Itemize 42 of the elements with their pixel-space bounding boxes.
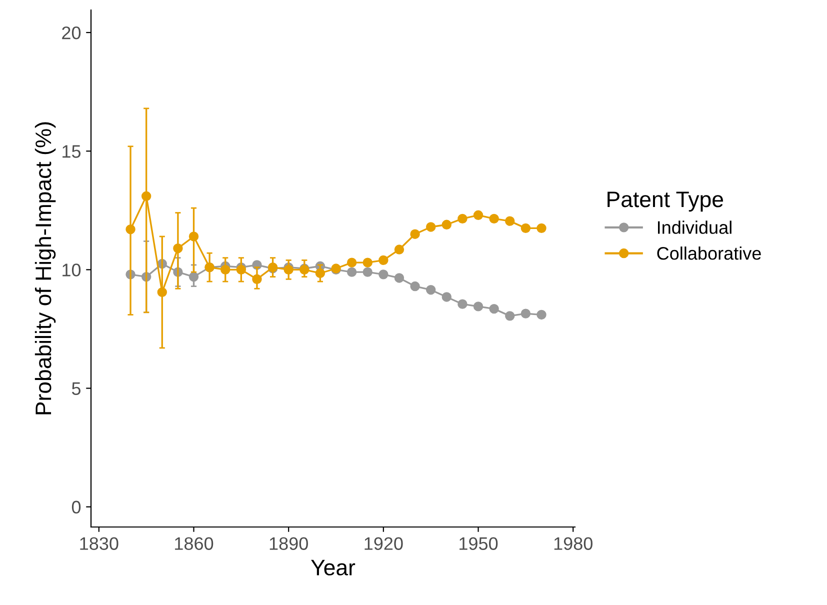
x-tick-label: 1890 bbox=[270, 537, 308, 550]
point bbox=[536, 310, 546, 320]
point bbox=[520, 308, 531, 318]
x-tick-label: 1950 bbox=[460, 537, 498, 550]
point bbox=[362, 267, 372, 277]
point bbox=[473, 210, 484, 220]
x-tick-label: 1860 bbox=[175, 537, 214, 550]
point bbox=[426, 222, 436, 232]
point bbox=[536, 223, 546, 234]
y-tick-label: 0 bbox=[72, 500, 81, 514]
point bbox=[394, 273, 404, 283]
point bbox=[394, 244, 404, 254]
legend-label: Individual bbox=[658, 220, 732, 234]
x-tick-label: 1830 bbox=[80, 537, 118, 550]
point bbox=[442, 292, 452, 302]
point bbox=[426, 284, 436, 295]
legend-title: Patent Type bbox=[608, 192, 723, 212]
point bbox=[505, 311, 515, 321]
point bbox=[489, 214, 499, 224]
point bbox=[410, 229, 420, 239]
point bbox=[378, 270, 388, 280]
x-tick-label: 1980 bbox=[554, 537, 592, 550]
y-axis-title: Probability of High-Impact (%) bbox=[34, 122, 56, 414]
point bbox=[458, 214, 468, 224]
point bbox=[489, 304, 499, 314]
point bbox=[458, 299, 468, 309]
point bbox=[346, 267, 357, 277]
y-tick-label: 10 bbox=[62, 264, 81, 276]
point bbox=[473, 302, 484, 312]
point bbox=[520, 223, 531, 234]
y-tick-label: 15 bbox=[62, 145, 81, 158]
point bbox=[346, 258, 357, 268]
point bbox=[410, 281, 420, 292]
legend-label: Collaborative bbox=[657, 246, 761, 260]
point bbox=[442, 220, 452, 230]
point bbox=[505, 216, 515, 226]
point bbox=[362, 258, 372, 268]
y-tick-label: 5 bbox=[72, 382, 81, 395]
x-axis-title: Year bbox=[311, 560, 356, 576]
point bbox=[378, 255, 388, 266]
y-tick-label: 20 bbox=[62, 26, 81, 40]
x-tick-label: 1920 bbox=[364, 537, 403, 550]
